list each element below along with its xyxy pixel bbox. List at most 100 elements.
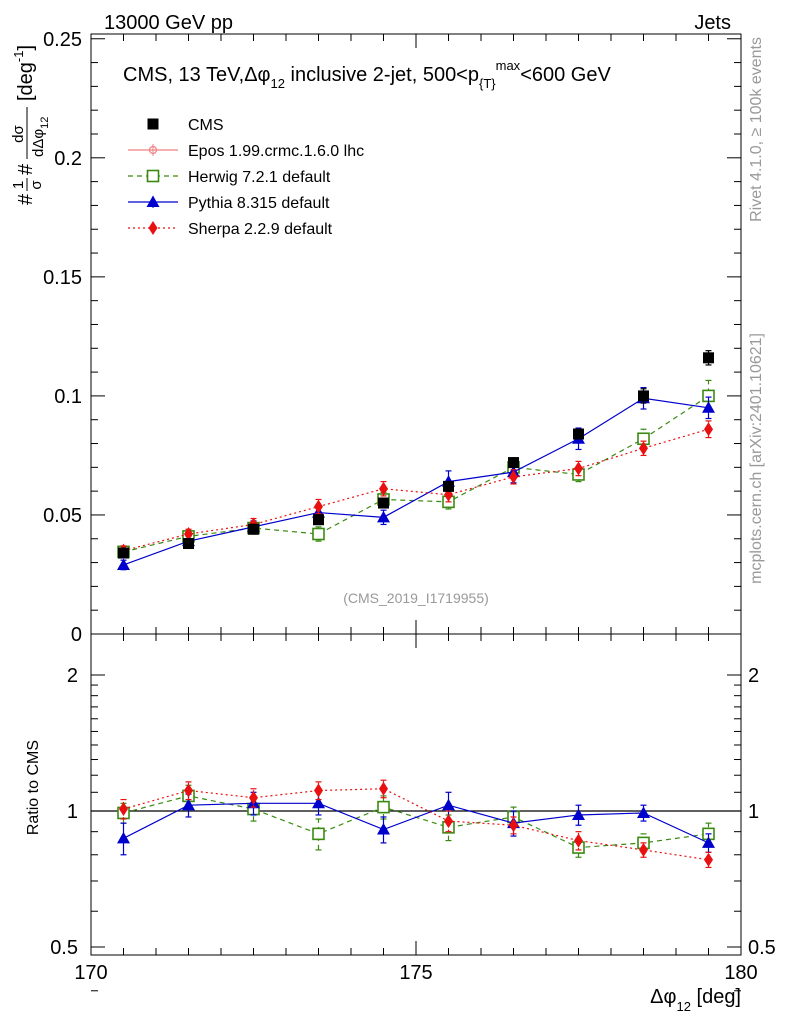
ratio-series-layer: [117, 779, 715, 869]
series-pythia: [117, 791, 715, 856]
y-tick-label: 0.15: [43, 267, 82, 289]
data-point-cms: [118, 547, 129, 559]
side-mcplots-text: mcplots.cern.ch [arXiv:2401.10621]: [748, 333, 765, 584]
data-point-pythia: [702, 401, 715, 413]
legend-item-sherpa: Sherpa 2.2.9 default: [128, 221, 333, 238]
y-tick-label: 0.2: [54, 148, 82, 170]
data-point-sherpa: [379, 481, 388, 496]
ratio-tick-label-right: 1: [748, 801, 759, 823]
ylabel-dsigma: dσ: [10, 124, 27, 142]
data-point-sherpa: [444, 814, 453, 829]
ylabel-hash-2: #: [15, 163, 37, 175]
ylabel-unit: [deg-1]: [11, 45, 37, 101]
data-point-sherpa: [509, 818, 518, 833]
legend-label-herwig: Herwig 7.2.1 default: [188, 169, 331, 186]
data-point-cms: [508, 457, 519, 469]
ratio-tick-label: 1: [67, 801, 78, 823]
y-tick-label: 0.25: [43, 29, 82, 51]
x-tick-label: 175: [399, 962, 432, 984]
legend-label-cms: CMS: [188, 117, 224, 134]
data-point-sherpa: [509, 469, 518, 484]
data-point-sherpa: [184, 527, 193, 541]
ylabel-one: 1: [10, 181, 27, 189]
data-point-sherpa: [314, 783, 323, 798]
series-line-pythia: [123, 802, 709, 844]
series-sherpa: [119, 779, 713, 869]
series-line-herwig: [123, 795, 709, 849]
xlabel-unit: [deg]: [691, 986, 741, 1008]
title-part-c: <600 GeV: [520, 64, 611, 86]
data-point-sherpa: [704, 422, 713, 437]
data-point-cms: [638, 390, 649, 402]
x-tick-label: 170: [74, 962, 107, 984]
ylabel-ddphi: dΔφ12: [30, 117, 51, 157]
ylabel-unit-main: [deg: [15, 62, 37, 101]
series-pythia: [117, 386, 715, 571]
data-point-sherpa: [379, 781, 388, 796]
legend-label-epos: Epos 1.99.crmc.1.6.0 lhc: [188, 143, 364, 160]
data-point-cms: [248, 523, 259, 535]
legend-marker-herwig: [146, 169, 160, 183]
ylabel-unit-sup: -1: [11, 51, 26, 63]
series-line-pythia: [123, 397, 709, 566]
header-left: 13000 GeV pp: [104, 12, 233, 34]
series-cms: [118, 350, 714, 559]
data-point-pythia: [117, 558, 130, 570]
y-tick-label: 0.05: [43, 505, 82, 527]
main-series-layer: [117, 350, 715, 571]
data-point-sherpa: [574, 461, 583, 476]
legend-marker-pythia: [146, 195, 160, 207]
data-point-cms: [378, 497, 389, 509]
series-line-sherpa: [123, 788, 709, 861]
legend-item-epos: Epos 1.99.crmc.1.6.0 lhc: [128, 143, 364, 160]
ratio-y-label: Ratio to CMS: [25, 740, 42, 835]
title-pt-sup: max: [496, 58, 521, 73]
y-tick-label: 0: [71, 624, 82, 646]
data-point-pythia: [312, 796, 325, 809]
data-point-pythia: [572, 808, 585, 820]
data-point-pythia: [377, 823, 390, 835]
x-axis-ticks: 170 175 180: [74, 34, 758, 984]
series-line-herwig: [123, 395, 709, 553]
data-point-pythia: [702, 836, 715, 848]
legend-marker-cms: [147, 118, 159, 130]
data-point-pythia: [377, 510, 390, 523]
data-point-herwig: [377, 800, 390, 814]
ratio-tick-label: 0.5: [50, 937, 78, 959]
data-point-sherpa: [639, 441, 648, 456]
main-title: CMS, 13 TeV,Δφ12 inclusive 2-jet, 500<p{…: [123, 58, 611, 91]
data-point-sherpa: [249, 790, 258, 805]
side-rivet-text: Rivet 4.1.0, ≥ 100k events: [748, 37, 765, 222]
data-point-cms: [573, 428, 584, 440]
ylabel-ddphi-main: dΔφ: [30, 129, 47, 157]
x-axis-label: Δφ12 [deg]: [650, 986, 741, 1014]
x-tick-label: 180: [724, 962, 757, 984]
title-pt-sub: {T}: [479, 76, 496, 91]
series-line-sherpa: [123, 428, 709, 552]
title-phi-sub: 12: [271, 76, 285, 91]
data-point-sherpa: [119, 802, 128, 817]
ylabel-hash-1: #: [15, 193, 37, 205]
data-point-cms: [703, 352, 714, 364]
data-point-sherpa: [184, 783, 193, 798]
title-phi: Δφ: [244, 64, 270, 86]
data-point-herwig: [312, 827, 325, 841]
data-point-pythia: [182, 798, 195, 811]
ratio-tick-label: 2: [67, 665, 78, 687]
ratio-tick-label-right: 0.5: [748, 937, 776, 959]
data-point-sherpa: [639, 842, 648, 857]
ylabel-unit-end: ]: [15, 45, 37, 51]
data-point-cms: [443, 480, 454, 492]
ratio-axis-ticks: 0.5 0.5 1 1 2 2: [50, 665, 776, 992]
legend: CMS Epos 1.99.crmc.1.6.0 lhc Herwig 7.2.1 …: [128, 117, 364, 238]
legend-marker-epos-ring: [148, 145, 158, 155]
data-point-sherpa: [314, 499, 323, 514]
legend-item-cms: CMS: [147, 117, 224, 134]
data-point-sherpa: [704, 852, 713, 867]
title-part-b: inclusive 2-jet, 500<p: [285, 64, 479, 86]
legend-marker-sherpa: [148, 221, 158, 235]
title-part-a: CMS, 13 TeV,: [123, 64, 244, 86]
data-point-pythia: [442, 798, 455, 811]
header-right: Jets: [694, 12, 731, 34]
